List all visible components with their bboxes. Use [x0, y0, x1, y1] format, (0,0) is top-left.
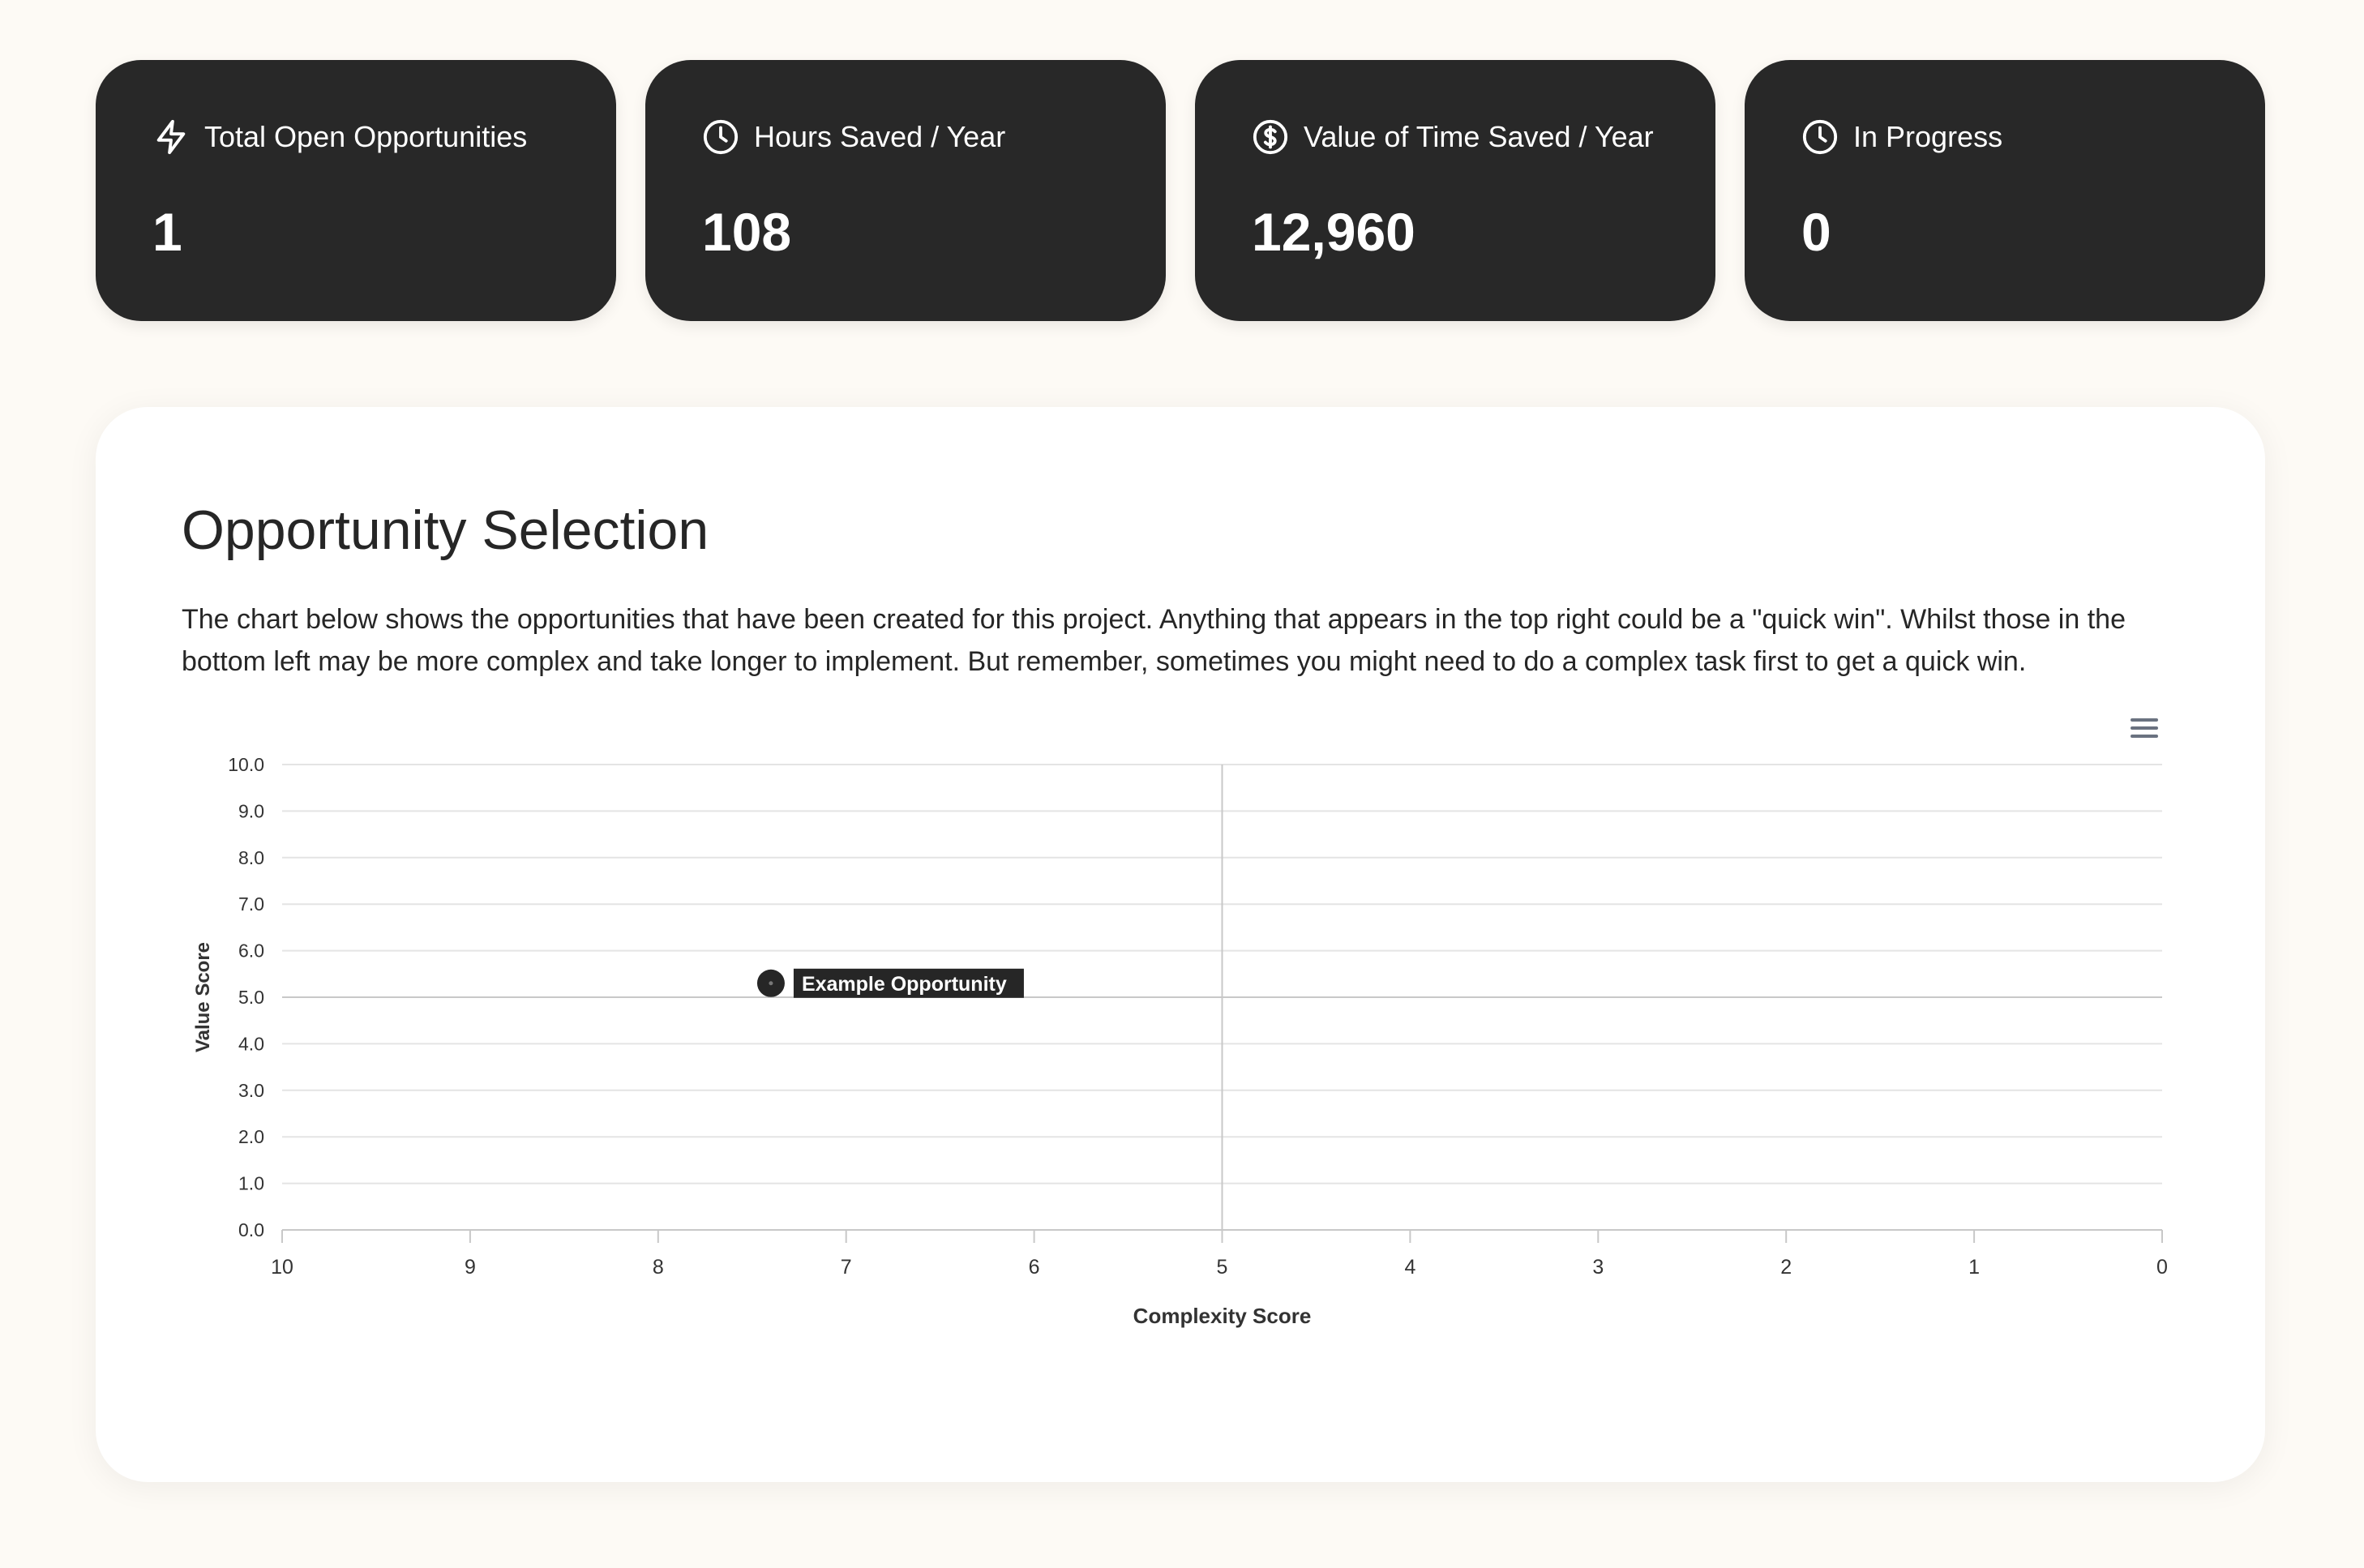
x-tick-label: 0	[2156, 1256, 2168, 1279]
y-tick-label: 7.0	[238, 893, 264, 915]
stat-label: In Progress	[1853, 120, 2003, 153]
stat-card-total-open-opportunities: Total Open Opportunities 1	[96, 60, 616, 321]
x-tick-label: 6	[1029, 1256, 1040, 1279]
opportunity-scatter-chart: 0.01.02.03.04.05.06.07.08.09.010.010 9 8 7 6…	[192, 754, 2168, 1328]
stat-value: 12,960	[1252, 202, 1415, 262]
lightning-icon	[156, 119, 186, 155]
stat-label: Value of Time Saved / Year	[1304, 120, 1654, 153]
y-tick-label: 8.0	[238, 847, 264, 868]
x-tick-label: 3	[1592, 1256, 1604, 1279]
stat-value: 1	[152, 202, 182, 262]
data-label-box	[793, 968, 1024, 998]
y-tick-label: 2.0	[238, 1126, 264, 1147]
stat-card-value-of-time-saved: Value of Time Saved / Year 12,960	[1195, 60, 1715, 321]
y-tick-label: 6.0	[238, 940, 264, 962]
data-point-center	[769, 981, 773, 986]
y-tick-label: 10.0	[228, 754, 264, 775]
y-tick-label: 1.0	[238, 1173, 264, 1194]
stat-card-in-progress: In Progress 0	[1745, 60, 2265, 321]
y-tick-label: 9.0	[238, 800, 264, 821]
stat-card-hours-saved: Hours Saved / Year 108	[645, 60, 1166, 321]
clock-icon	[1802, 119, 1838, 155]
hamburger-menu-icon[interactable]	[2126, 712, 2165, 744]
stat-value: 108	[702, 202, 792, 262]
x-tick-label: 8	[653, 1256, 664, 1279]
stat-label: Total Open Opportunities	[204, 120, 528, 153]
x-tick-label: 4	[1404, 1256, 1415, 1279]
panel-description: The chart below shows the opportunities …	[182, 604, 2126, 677]
y-tick-label: 3.0	[238, 1080, 264, 1101]
panel-title: Opportunity Selection	[182, 499, 709, 561]
stat-label: Hours Saved / Year	[754, 120, 1006, 153]
y-tick-label: 4.0	[238, 1033, 264, 1054]
x-axis-title: Complexity Score	[1133, 1304, 1312, 1328]
opportunity-selection-panel: Opportunity Selection The chart below sh…	[96, 407, 2265, 1482]
stats-row: Total Open Opportunities 1 Hours Saved /…	[96, 60, 2265, 321]
clock-icon	[703, 119, 739, 155]
x-tick-label: 5	[1217, 1256, 1228, 1279]
x-tick-label: 7	[841, 1256, 852, 1279]
data-label: Example Opportunity	[802, 973, 1007, 996]
y-axis-title: Value Score	[192, 942, 214, 1052]
y-tick-label: 5.0	[238, 987, 264, 1008]
x-tick-label: 2	[1780, 1256, 1792, 1279]
y-tick-label: 0.0	[238, 1219, 264, 1240]
x-tick-label: 1	[1968, 1256, 1980, 1279]
x-tick-label: 10	[271, 1256, 293, 1279]
dollar-circle-icon	[1253, 119, 1288, 155]
x-tick-label: 9	[465, 1256, 476, 1279]
stat-value: 0	[1801, 202, 1831, 262]
